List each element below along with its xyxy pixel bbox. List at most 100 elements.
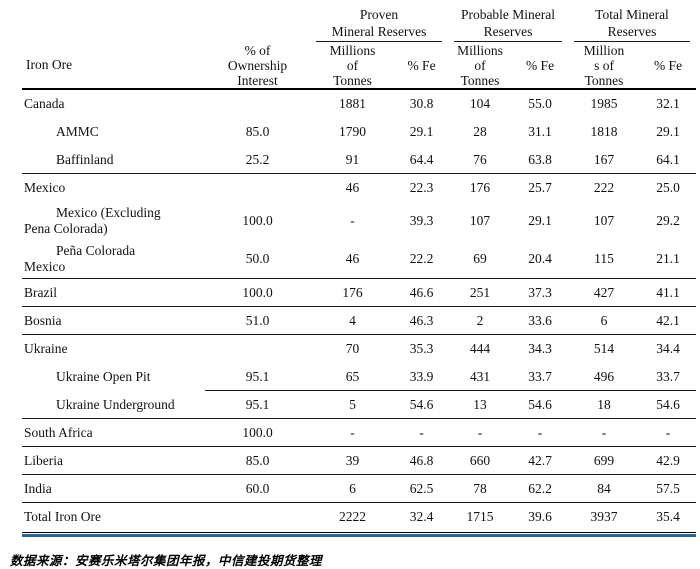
reserves-table: Proven Mineral Reserves Probable Mineral… (22, 3, 696, 537)
cell-value: - (419, 424, 424, 440)
table-row: Baffinland 25.2 91 64.4 76 63.8 167 64.1 (22, 146, 696, 174)
column-header-total-fe: % Fe (653, 57, 683, 73)
cell-value: 2222 (339, 509, 366, 524)
cell-value: 55.0 (528, 96, 552, 111)
cell-value: 31.1 (528, 124, 552, 139)
cell-value: 1818 (590, 124, 618, 139)
table-row: Bosnia 51.0 4 46.3 2 33.6 6 42.1 (22, 307, 696, 335)
cell-value: 57.5 (656, 480, 680, 496)
cell-value: 1790 (339, 124, 366, 139)
cell-value: 35.4 (656, 509, 680, 524)
cell-value: 29.1 (409, 124, 434, 139)
cell-value: 100.0 (242, 213, 273, 228)
cell-value: 54.6 (656, 396, 680, 412)
row-label: Total Iron Ore (24, 509, 102, 524)
cell-value: 85.0 (245, 124, 270, 139)
data-source-note: 数据来源：安赛乐米塔尔集团年报，中信建投期货整理 (10, 554, 323, 568)
cell-value: 25.0 (656, 180, 680, 195)
table-row: Canada 1881 30.8 104 55.0 1985 32.1 (22, 90, 696, 118)
cell-value: 176 (342, 284, 363, 300)
cell-value: 60.0 (245, 480, 270, 496)
cell-value: 95.1 (245, 396, 270, 412)
cell-value: 104 (469, 96, 491, 111)
cell-value: 70 (345, 341, 360, 356)
cell-value: 39.6 (528, 509, 552, 524)
cell-value: 37.3 (528, 284, 552, 300)
cell-value: 21.1 (656, 251, 680, 266)
cell-value: 34.3 (528, 341, 552, 356)
cell-value: 64.4 (409, 151, 434, 167)
cell-value: 660 (469, 452, 491, 468)
cell-value: 33.6 (528, 312, 552, 328)
cell-value: 107 (593, 213, 615, 228)
cell-value: - (537, 424, 543, 440)
cell-value: 22.2 (409, 251, 434, 266)
column-header-row: Iron Ore % of Ownership Interest Million… (22, 42, 696, 90)
column-header-proven-tonnes: Millions of Tonnes (329, 42, 376, 88)
cell-value: 42.1 (656, 312, 680, 328)
cell-value: 54.6 (528, 396, 552, 412)
table-row: AMMC 85.0 1790 29.1 28 31.1 1818 29.1 (22, 118, 696, 146)
column-header-proven-fe: % Fe (407, 57, 436, 73)
cell-value: 33.7 (656, 369, 680, 384)
table-body: Canada 1881 30.8 104 55.0 1985 32.1 AMMC 85.0 179… (22, 90, 696, 531)
cell-value: 699 (593, 452, 615, 468)
cell-value: 39 (345, 452, 360, 468)
cell-value: 95.1 (245, 369, 270, 384)
cell-value: 22.3 (409, 180, 434, 195)
cell-value: 39.3 (409, 213, 434, 228)
cell-value: 54.6 (409, 396, 434, 412)
row-label: Baffinland (56, 151, 114, 167)
group-header-row: Proven Mineral Reserves Probable Mineral… (22, 3, 696, 42)
cell-value: 62.5 (409, 480, 434, 496)
cell-value: 431 (469, 369, 491, 384)
row-label: AMMC (56, 124, 99, 139)
table-row: India 60.0 6 62.5 78 62.2 84 57.5 (22, 475, 696, 503)
cell-value: 46.3 (409, 312, 434, 328)
cell-value: 69 (473, 251, 487, 266)
cell-value: 514 (593, 341, 615, 356)
cell-value: 32.1 (656, 96, 680, 111)
cell-value: 18 (597, 396, 611, 412)
table-row: Liberia 85.0 39 46.8 660 42.7 699 42.9 (22, 447, 696, 475)
column-header-probable-fe: % Fe (525, 57, 555, 73)
cell-value: 5 (349, 396, 356, 412)
column-header-total-tonnes: Million s of Tonnes (583, 42, 625, 88)
cell-value: 91 (345, 151, 360, 167)
row-label: Bosnia (24, 312, 62, 328)
table-row: Ukraine Underground 95.1 5 54.6 13 54.6 18 54.6 (22, 391, 696, 419)
cell-value: 6 (349, 480, 356, 496)
table-row: Ukraine 70 35.3 444 34.3 514 34.4 (22, 335, 696, 363)
cell-value: 25.2 (245, 151, 270, 167)
cell-value: 78 (473, 480, 487, 496)
cell-value: 28 (473, 124, 487, 139)
cell-value: 2 (476, 312, 484, 328)
column-header-ownership: % of Ownership Interest (227, 42, 288, 88)
cell-value: 46.8 (409, 452, 434, 468)
cell-value: 25.7 (528, 180, 552, 195)
cell-value: 13 (473, 396, 487, 412)
cell-value: 63.8 (528, 151, 552, 167)
cell-value: 222 (593, 180, 615, 195)
cell-value: 46 (345, 251, 360, 266)
row-label: Ukraine Underground (56, 396, 175, 412)
cell-value: 29.1 (528, 213, 552, 228)
cell-value: 100.0 (242, 424, 273, 440)
group-header-probable: Probable Mineral Reserves (454, 3, 562, 42)
cell-value: 41.1 (656, 284, 680, 300)
row-label: Peña Colorada Mexico (24, 243, 136, 274)
row-label: South Africa (24, 424, 93, 440)
cell-value: 33.7 (528, 369, 552, 384)
row-label: Mexico (Excluding Pena Colorada) (24, 205, 161, 236)
group-header-proven: Proven Mineral Reserves (316, 3, 442, 42)
row-label: Ukraine (24, 341, 68, 356)
cell-value: 4 (349, 312, 356, 328)
cell-value: 33.9 (409, 369, 434, 384)
table-row: Ukraine Open Pit 95.1 65 33.9 431 33.7 496 33.7 (22, 363, 696, 391)
cell-value: 496 (593, 369, 615, 384)
cell-value: 35.3 (409, 341, 434, 356)
cell-value: 29.1 (656, 124, 680, 139)
cell-value: 444 (469, 341, 491, 356)
cell-value: 64.1 (656, 151, 680, 167)
